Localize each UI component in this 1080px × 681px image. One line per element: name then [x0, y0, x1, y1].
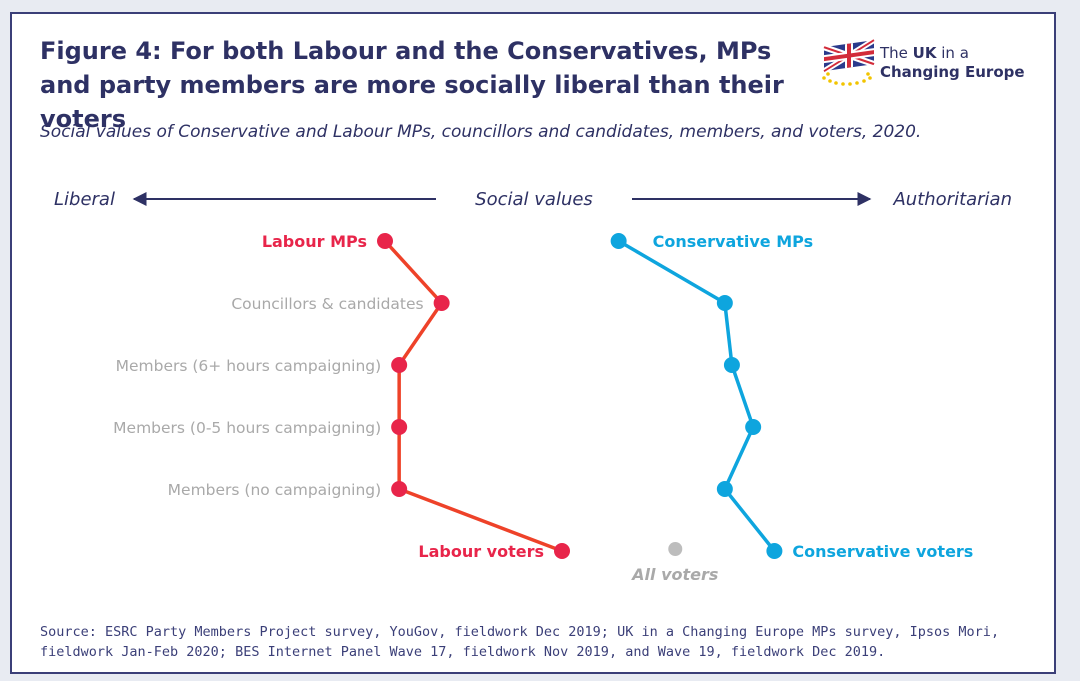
row-label: Members (0-5 hours campaigning) [113, 419, 381, 437]
logo-text-the: The [880, 44, 913, 62]
labour-mps-label: Labour MPs [262, 232, 367, 251]
logo-text-changing-europe: Changing Europe [880, 63, 1025, 81]
conservative-point [766, 543, 783, 559]
figure-subtitle: Social values of Conservative and Labour… [40, 122, 922, 142]
logo-text: The UK in a Changing Europe [880, 44, 1025, 82]
labour-voters-label: Labour voters [418, 542, 544, 561]
union-flag-with-eu-stars-icon [822, 37, 876, 86]
all-voters-point [668, 542, 683, 556]
uk-in-changing-europe-logo: The UK in a Changing Europe [818, 34, 1048, 104]
labour-series-line [383, 239, 563, 553]
axis-title: Social values [475, 189, 593, 210]
labour-point [391, 357, 408, 373]
labour-point [433, 295, 450, 311]
figure-card: Figure 4: For both Labour and the Conser… [10, 12, 1056, 674]
conservative-series-line [617, 239, 776, 553]
conservative-point [723, 357, 740, 373]
conservative-point [716, 481, 733, 497]
social-values-chart: Liberal Social values Authoritarian Council… [54, 189, 1012, 584]
axis-left-label: Liberal [54, 189, 115, 210]
source-note: Source: ESRC Party Members Project surve… [40, 624, 1000, 660]
labour-point [391, 481, 408, 497]
conservative-mps-label: Conservative MPs [653, 232, 814, 251]
labour-point [554, 543, 570, 559]
labour-point [377, 233, 393, 249]
conservative-point [745, 419, 762, 435]
labour-point [391, 419, 408, 435]
conservative-point [610, 233, 627, 249]
axis-right-label: Authoritarian [892, 189, 1012, 210]
row-label: Members (6+ hours campaigning) [116, 357, 382, 375]
row-label: Councillors & candidates [231, 295, 423, 313]
conservative-voters-label: Conservative voters [792, 542, 973, 561]
figure-title: Figure 4: For both Labour and the Conser… [40, 37, 784, 133]
all-voters-label: All voters [630, 565, 718, 584]
conservative-point [716, 295, 733, 311]
logo-text-uk: UK [912, 44, 937, 62]
row-label: Members (no campaigning) [168, 481, 381, 499]
logo-text-in-a: in a [936, 44, 969, 62]
